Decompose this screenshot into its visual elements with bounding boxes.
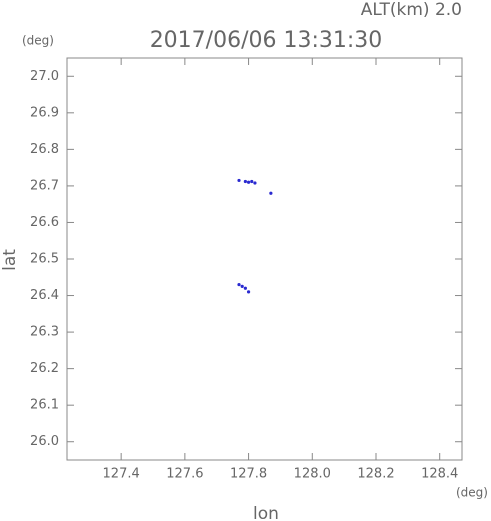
y-tick-label: 26.6	[30, 215, 59, 230]
x-tick-label: 127.8	[230, 467, 267, 482]
x-tick-label: 127.6	[166, 467, 203, 482]
x-tick-label: 128.0	[294, 467, 331, 482]
point	[250, 179, 254, 184]
point	[240, 284, 244, 289]
x-tick-label: 127.4	[103, 467, 140, 482]
y-tick-label: 26.7	[30, 178, 59, 193]
subtitle: ALT(km) 2.0	[361, 0, 462, 20]
y-tick-label: 26.4	[30, 288, 59, 303]
y-tick-label: 26.3	[30, 325, 59, 340]
point	[243, 179, 247, 184]
y-tick-label: 26.0	[30, 434, 59, 449]
y-axis-label: lat	[0, 249, 20, 271]
x-axis-label: lon	[253, 504, 279, 521]
y-tick-label: 26.5	[30, 252, 59, 267]
point	[246, 180, 251, 184]
y-tick-label: 26.9	[30, 105, 59, 120]
plot-frame	[66, 57, 463, 461]
y-tick-label: 26.8	[30, 142, 59, 157]
point	[237, 178, 241, 183]
point	[237, 282, 241, 287]
point	[269, 191, 273, 195]
point	[253, 181, 257, 185]
y-tick-label: 26.1	[30, 398, 59, 413]
y-tick-label: 26.2	[30, 361, 59, 376]
y-tick-label: 27.0	[30, 69, 59, 84]
point	[243, 286, 247, 290]
x-tick-label: 128.4	[421, 467, 458, 482]
chart-title: 2017/06/06 13:31:30	[150, 28, 383, 53]
x-tick-label: 128.2	[357, 467, 394, 482]
y-unit: (deg)	[22, 34, 54, 48]
point	[246, 290, 251, 294]
x-unit: (deg)	[456, 486, 488, 500]
